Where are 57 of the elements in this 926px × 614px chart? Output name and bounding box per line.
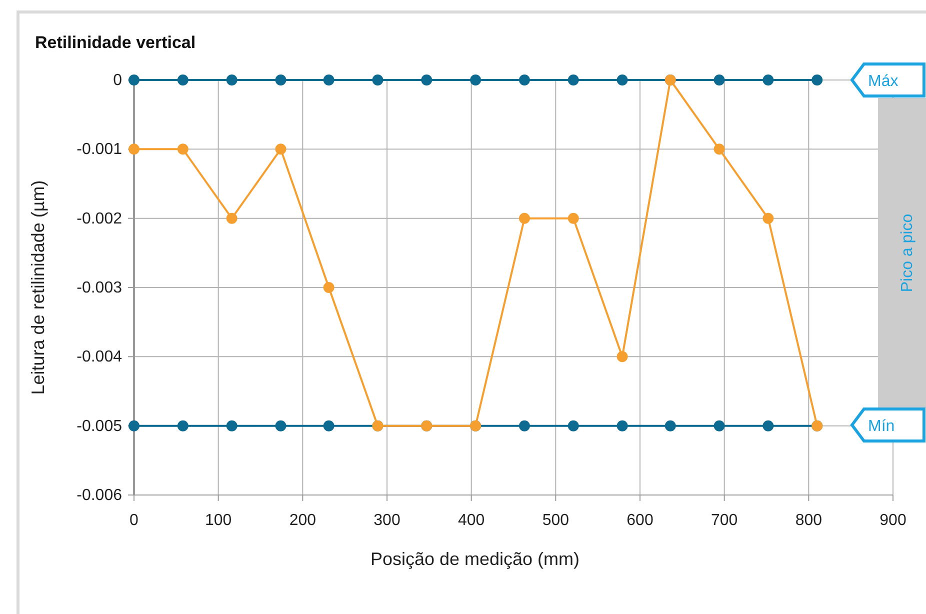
y-tick-label: -0.002 xyxy=(76,210,122,228)
annotation: Máx xyxy=(868,73,898,90)
y-tick-label: -0.006 xyxy=(76,487,122,504)
text: Pico a pico xyxy=(899,214,916,292)
point xyxy=(177,420,188,432)
point xyxy=(226,74,238,86)
point xyxy=(714,420,725,432)
point xyxy=(128,420,140,432)
point xyxy=(275,74,286,86)
point xyxy=(226,212,238,224)
x-tick-label: 700 xyxy=(710,512,738,529)
point xyxy=(421,74,432,86)
point xyxy=(616,74,628,86)
point xyxy=(762,420,774,432)
point xyxy=(323,282,334,293)
point xyxy=(664,420,676,432)
x-tick-label: 800 xyxy=(795,512,822,529)
point xyxy=(470,74,482,86)
y-tick-label: -0.003 xyxy=(76,280,122,296)
point xyxy=(568,420,579,432)
point xyxy=(616,351,628,362)
point xyxy=(518,74,530,86)
x-tick-label: 900 xyxy=(880,512,906,529)
x-tick-label: 200 xyxy=(289,512,316,529)
point xyxy=(812,74,823,86)
x-tick-label: 0 xyxy=(130,512,139,529)
point xyxy=(275,420,286,432)
point xyxy=(762,74,774,86)
point xyxy=(714,74,725,86)
annotation: Mín xyxy=(868,418,895,435)
point xyxy=(323,420,334,432)
point xyxy=(714,144,725,155)
point xyxy=(518,212,530,224)
y-tick-label: -0.001 xyxy=(76,141,122,158)
x-axis-title: Posição de medição (mm) xyxy=(370,549,580,569)
point xyxy=(128,144,140,155)
x-tick-label: 400 xyxy=(458,512,485,529)
point xyxy=(177,74,188,86)
point xyxy=(518,420,530,432)
x-tick-label: 500 xyxy=(542,512,570,529)
y-tick-label: 0 xyxy=(113,72,122,89)
point xyxy=(616,420,628,432)
point xyxy=(323,74,334,86)
point xyxy=(177,144,188,155)
point xyxy=(226,420,238,432)
y-axis-title: Leitura de retilinidade (µm) xyxy=(28,180,48,395)
point xyxy=(762,212,774,224)
x-tick-label: 600 xyxy=(626,512,654,529)
y-tick-label: -0.004 xyxy=(76,348,122,366)
point xyxy=(568,212,579,224)
x-tick-label: 300 xyxy=(374,512,400,529)
chart-title: Retilinidade vertical xyxy=(35,33,196,52)
point xyxy=(568,74,579,86)
x-tick-label: 100 xyxy=(204,512,232,529)
y-tick-label: -0.005 xyxy=(76,418,122,435)
point xyxy=(372,74,384,86)
point xyxy=(275,144,286,155)
